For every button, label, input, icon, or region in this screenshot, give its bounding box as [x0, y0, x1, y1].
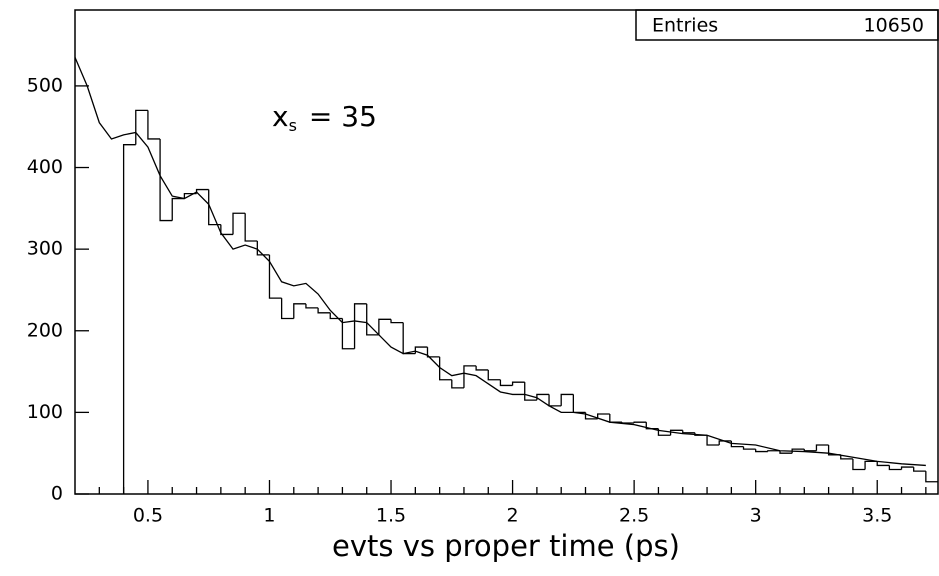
histogram-bin	[280, 298, 294, 320]
y-tick-label: 300	[27, 238, 63, 260]
x-tick-label: 1	[263, 505, 275, 527]
histogram-bin	[925, 471, 938, 483]
histogram-bin	[366, 303, 379, 336]
histogram-bin	[220, 224, 234, 236]
histogram-bin	[803, 449, 817, 452]
histogram-bin	[511, 381, 525, 386]
histogram-bin	[718, 440, 732, 446]
histogram-bin	[572, 394, 586, 414]
histogram-bin	[426, 347, 440, 358]
y-tick-label: 200	[27, 319, 63, 341]
histogram-bin	[621, 422, 635, 424]
histogram-bin	[913, 467, 926, 472]
stats-label: Entries	[652, 15, 718, 37]
histogram-bin	[548, 394, 562, 407]
x-tick-label: 0.5	[133, 505, 163, 527]
histogram-bin	[767, 450, 780, 452]
histogram-bin	[840, 454, 853, 460]
histogram-bin	[900, 466, 914, 470]
histogram-bin	[305, 303, 319, 309]
x-tick-label: 2	[507, 505, 519, 527]
histogram-bin	[597, 413, 610, 419]
y-tick-label: 0	[51, 483, 63, 505]
histogram-bin	[438, 356, 452, 381]
histogram-bin	[682, 430, 695, 434]
histogram-bin	[815, 444, 829, 451]
annotation: xs = 35	[272, 100, 377, 135]
plot-frame	[74, 9, 939, 495]
histogram-bin	[402, 322, 416, 355]
histogram-bin	[633, 421, 647, 423]
histogram-bin	[742, 446, 756, 450]
x-axis-label: evts vs proper time (ps)	[332, 529, 680, 563]
y-tick-label: 500	[27, 74, 63, 96]
histogram-bin	[451, 379, 464, 389]
x-tick-label: 3.5	[862, 505, 892, 527]
stats-value: 10650	[864, 15, 924, 37]
histogram-bin	[876, 461, 890, 467]
stats-box	[635, 9, 939, 41]
histogram-bin	[669, 429, 683, 436]
x-tick-label: 2.5	[619, 505, 649, 527]
histogram-bin	[147, 110, 161, 140]
annotation-text: = 35	[309, 100, 377, 133]
histogram-bin	[244, 213, 258, 242]
histogram-bin	[852, 458, 866, 471]
y-tick-label: 400	[27, 156, 63, 178]
histogram-bin	[864, 460, 878, 470]
histogram-bin	[378, 318, 392, 335]
histogram-bin	[755, 449, 768, 453]
histogram-bin	[888, 465, 902, 471]
fit-curve	[74, 57, 926, 467]
x-tick-label: 1.5	[376, 505, 406, 527]
histogram-bin	[524, 382, 537, 401]
histogram-bin	[353, 303, 367, 349]
histogram-bin	[268, 254, 282, 299]
histogram-bin	[171, 197, 185, 221]
histogram-bin	[232, 212, 246, 235]
histogram-bin	[609, 414, 622, 423]
histogram-bin	[645, 422, 659, 430]
histogram-bin	[256, 240, 270, 256]
histogram-bin	[560, 393, 574, 406]
x-tick-label: 3	[750, 505, 762, 527]
histogram-bin	[779, 450, 793, 454]
histogram-bin	[706, 435, 720, 446]
histogram-bin	[475, 365, 489, 371]
histogram-bin	[499, 379, 513, 387]
annotation-sub: s	[289, 116, 297, 135]
histogram-bin	[341, 318, 355, 350]
histogram-bin	[463, 365, 477, 388]
histogram-bin	[390, 319, 404, 324]
histogram-bin	[487, 369, 501, 381]
histogram-bin	[791, 448, 805, 454]
y-tick-label: 100	[27, 401, 63, 423]
histogram-bin	[317, 307, 331, 314]
histogram-bin	[159, 138, 173, 222]
histogram-bin	[122, 144, 136, 494]
histogram-bin	[293, 303, 306, 319]
annotation-base: x	[272, 100, 289, 133]
